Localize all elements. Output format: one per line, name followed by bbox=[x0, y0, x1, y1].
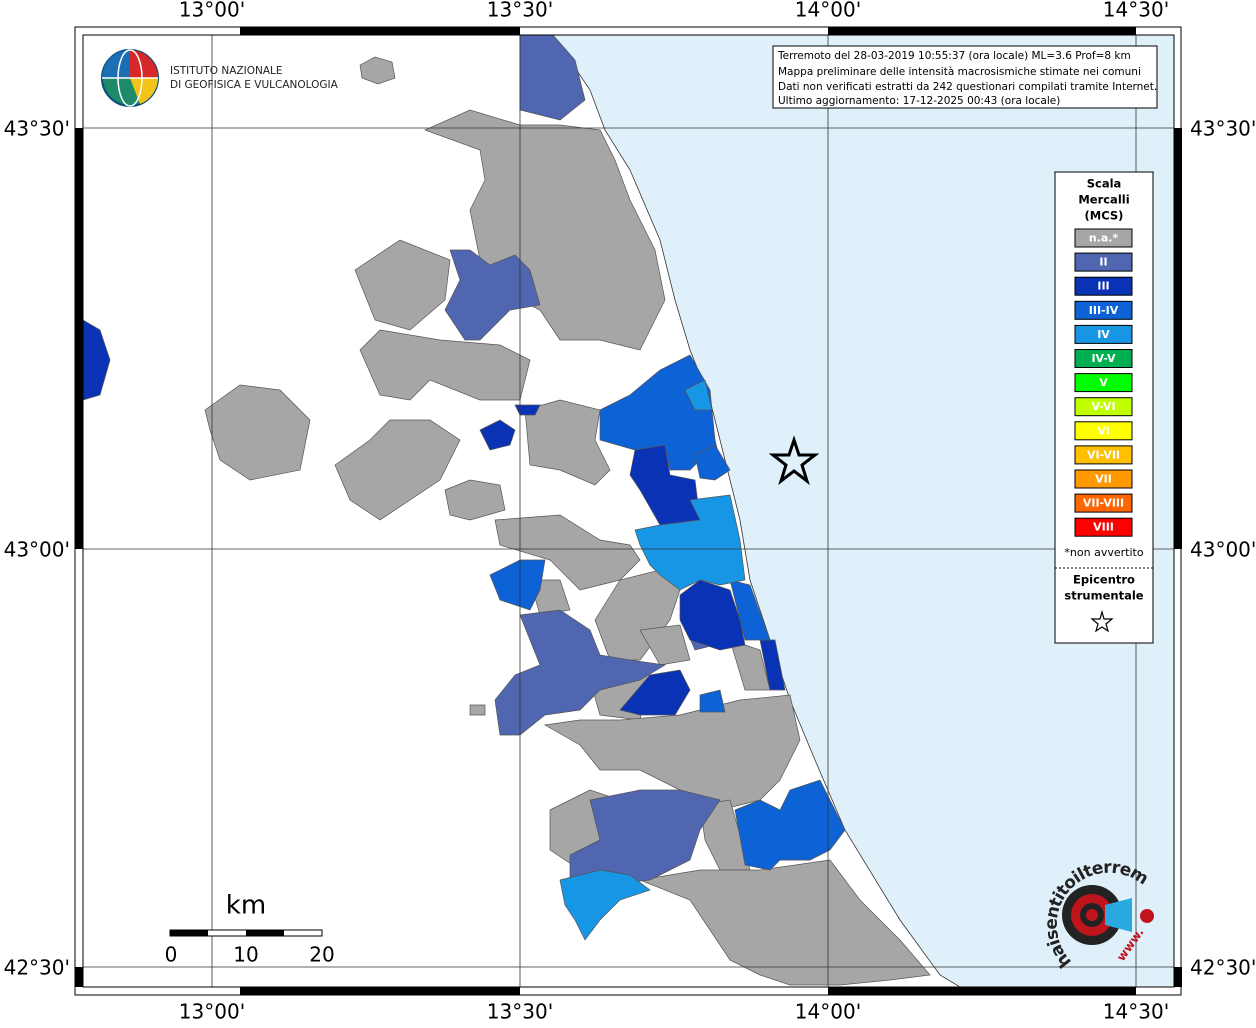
legend-swatch bbox=[1074, 228, 1133, 248]
municipality bbox=[494, 514, 641, 591]
lon-label: 13°00' bbox=[179, 0, 245, 22]
municipality bbox=[559, 869, 651, 941]
legend-title: Mercalli bbox=[1078, 193, 1129, 207]
legend-label: IV-V bbox=[1091, 352, 1116, 365]
info-box: Terremoto del 28-03-2019 10:55:37 (ora l… bbox=[772, 45, 1158, 109]
legend-swatch bbox=[1074, 373, 1133, 393]
municipality bbox=[679, 579, 746, 651]
logo-text: DI GEOFISICA E VULCANOLOGIA bbox=[170, 79, 339, 91]
municipality bbox=[444, 249, 541, 341]
scale-bar: km 0 10 20 bbox=[165, 891, 335, 967]
legend-label: V-VI bbox=[1091, 400, 1115, 413]
legend-label: VI-VII bbox=[1087, 448, 1120, 461]
info-line: Terremoto del 28-03-2019 10:55:37 (ora l… bbox=[777, 50, 1131, 62]
legend-title: (MCS) bbox=[1085, 209, 1124, 223]
lon-label: 14°00' bbox=[795, 0, 861, 22]
legend-swatch bbox=[1074, 469, 1133, 489]
legend-label: VI bbox=[1097, 424, 1110, 437]
legend-swatch bbox=[1074, 397, 1133, 417]
municipality bbox=[569, 789, 721, 886]
municipalities bbox=[82, 34, 931, 986]
legend-label: II bbox=[1099, 256, 1107, 269]
info-line: Mappa preliminare delle intensità macros… bbox=[778, 66, 1141, 78]
legend-swatch bbox=[1074, 349, 1133, 368]
ingv-logo: ISTITUTO NAZIONALE DI GEOFISICA E VULCAN… bbox=[101, 49, 339, 107]
legend-swatch bbox=[1074, 493, 1133, 513]
legend-label: VII-VIII bbox=[1083, 497, 1124, 510]
legend-label: V bbox=[1099, 376, 1108, 389]
legend: Scala Mercalli (MCS) *non avvertito Epic… bbox=[1054, 171, 1154, 644]
municipality bbox=[734, 779, 846, 871]
legend-star bbox=[1090, 609, 1114, 633]
municipality bbox=[514, 404, 541, 416]
lon-label: 13°30' bbox=[487, 1000, 553, 1024]
coordinate-labels: 13°00' 13°30' 14°00' 14°30' 13°00' 13°30… bbox=[4, 0, 1256, 1024]
municipality bbox=[444, 479, 506, 521]
legend-swatch bbox=[1074, 517, 1133, 537]
legend-label: III-IV bbox=[1089, 304, 1119, 317]
lon-label: 13°30' bbox=[487, 0, 553, 22]
legend-swatch bbox=[1074, 324, 1133, 344]
municipality bbox=[424, 109, 666, 351]
municipality bbox=[638, 859, 931, 986]
lat-label: 43°30' bbox=[4, 117, 70, 141]
legend-label: VIII bbox=[1093, 521, 1114, 534]
municipality bbox=[543, 694, 801, 811]
municipality bbox=[684, 379, 713, 411]
scale-label: 0 bbox=[165, 943, 178, 967]
sea bbox=[552, 34, 1175, 988]
lat-label: 43°00' bbox=[1190, 538, 1256, 562]
legend-title: Scala bbox=[1087, 177, 1122, 191]
municipality bbox=[469, 704, 486, 716]
legend-swatch bbox=[1074, 252, 1133, 272]
lon-label: 14°30' bbox=[1103, 1000, 1169, 1024]
scale-label: 20 bbox=[309, 943, 334, 967]
municipality bbox=[334, 419, 461, 521]
lat-label: 43°00' bbox=[4, 538, 70, 562]
municipality bbox=[359, 56, 396, 85]
lon-label: 14°30' bbox=[1103, 0, 1169, 22]
scale-unit: km bbox=[226, 891, 266, 921]
legend-label: n.a.* bbox=[1089, 232, 1119, 245]
legend-label: VII bbox=[1095, 473, 1112, 486]
info-line: Ultimo aggiornamento: 17-12-2025 00:43 (… bbox=[778, 95, 1060, 107]
legend-footnote: *non avvertito bbox=[1064, 546, 1143, 559]
info-line: Dati non verificati estratti da 242 ques… bbox=[778, 81, 1157, 93]
municipality bbox=[639, 624, 691, 666]
municipality bbox=[699, 689, 726, 713]
municipality bbox=[619, 669, 691, 716]
municipality bbox=[204, 384, 311, 481]
legend-label: IV bbox=[1097, 328, 1110, 341]
municipality bbox=[524, 399, 611, 486]
epicenter-star bbox=[768, 435, 820, 486]
municipality bbox=[694, 444, 731, 481]
legend-epicenter: Epicentro bbox=[1073, 573, 1135, 587]
legend-swatch bbox=[1074, 276, 1133, 296]
lat-label: 42°30' bbox=[4, 956, 70, 980]
legend-swatch bbox=[1074, 421, 1133, 441]
legend-swatch bbox=[1074, 300, 1133, 320]
municipality bbox=[494, 609, 667, 736]
logo-text: ISTITUTO NAZIONALE bbox=[170, 65, 283, 77]
municipality bbox=[634, 494, 746, 591]
municipality bbox=[354, 239, 451, 331]
lon-label: 14°00' bbox=[795, 1000, 861, 1024]
lon-label: 13°00' bbox=[179, 1000, 245, 1024]
lat-label: 42°30' bbox=[1190, 956, 1256, 980]
lat-label: 43°30' bbox=[1190, 117, 1256, 141]
municipality bbox=[479, 419, 516, 451]
municipality bbox=[729, 579, 771, 641]
legend-epicenter: strumentale bbox=[1064, 589, 1143, 603]
legend-swatch bbox=[1074, 445, 1133, 465]
scale-label: 10 bbox=[233, 943, 258, 967]
map-frame bbox=[74, 26, 1182, 996]
legend-label: III bbox=[1097, 280, 1109, 293]
